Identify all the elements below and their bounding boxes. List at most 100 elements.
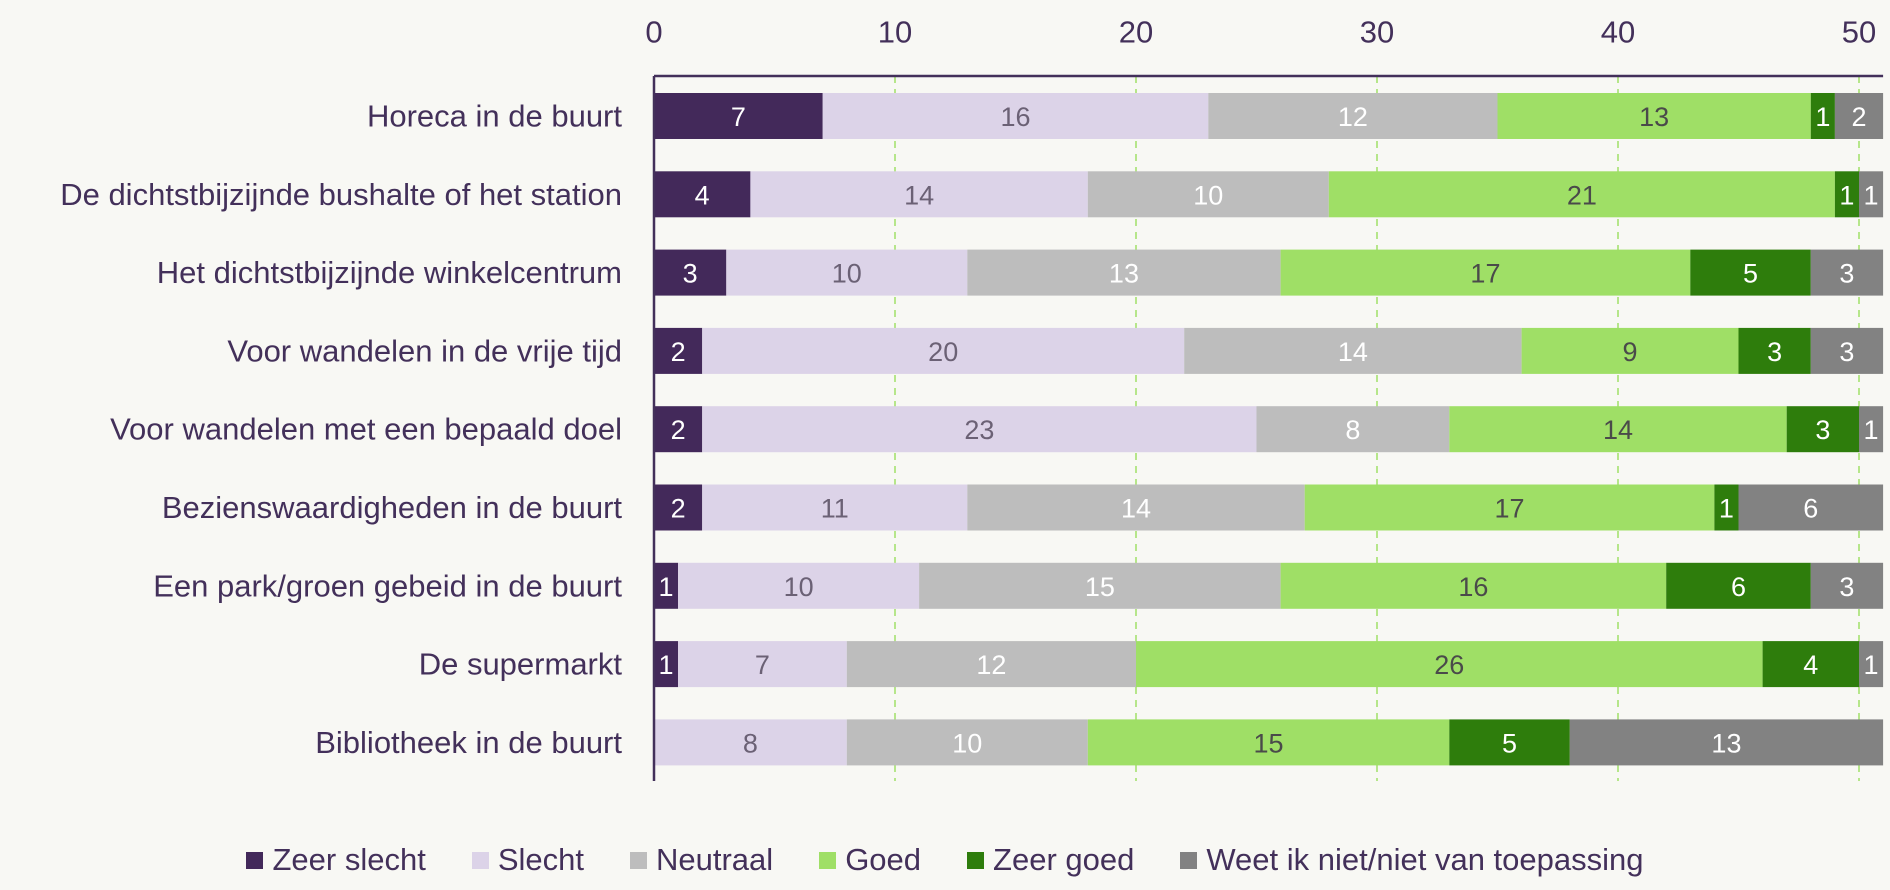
bar-segment [846,641,1136,688]
data-label: 3 [1839,337,1854,367]
category-label: De dichtstbijzijnde bushalte of het stat… [60,177,622,212]
legend-swatch [471,851,489,869]
bar-segment [654,93,823,139]
data-label: 17 [1495,494,1525,524]
data-label: 15 [1085,572,1115,602]
data-label: 2 [671,337,686,367]
legend-swatch [630,851,647,869]
data-label: 5 [1502,728,1517,758]
x-tick-label: 40 [1601,15,1635,50]
bar-segment [702,484,968,531]
bar-segment [1087,719,1450,766]
category-label: De supermarkt [419,647,623,682]
bar-segment [654,406,703,453]
data-label: 4 [1803,650,1818,680]
data-label: 1 [1815,102,1830,132]
x-tick-label: 30 [1360,15,1394,50]
bar-segment [1087,171,1329,218]
bar-segment [1762,641,1859,688]
bar-segment [1280,562,1667,609]
bar-segment [1304,484,1715,531]
bar-segment [1666,562,1811,609]
data-label: 9 [1623,337,1638,367]
x-tick-label: 20 [1119,15,1153,50]
bar-segment [1569,719,1884,766]
x-tick-label: 50 [1842,15,1876,50]
data-label: 12 [1338,102,1368,132]
bar-segment [967,249,1281,296]
data-label: 21 [1567,180,1597,210]
bar-segment [1449,406,1787,453]
data-label: 1 [1864,180,1879,210]
bar-segment [1810,562,1884,609]
category-label: Voor wandelen met een bepaald doel [110,412,622,447]
data-label: 2 [1851,102,1866,132]
data-label: 1 [1839,180,1854,210]
data-label: 14 [1603,415,1633,445]
bar-segment [1449,719,1570,766]
data-label: 13 [1711,728,1741,758]
data-label: 5 [1743,259,1758,289]
data-label: 14 [904,180,934,210]
data-label: 1 [1719,494,1734,524]
data-label: 14 [1121,494,1151,524]
bar-segment [1256,406,1450,453]
legend-swatch [967,851,985,869]
legend-item: Zeer goed [967,842,1134,878]
data-label: 8 [743,728,758,758]
legend-item: Slecht [471,842,584,878]
data-label: 10 [952,728,982,758]
legend-label: Weet ik niet/niet van toepassing [1206,842,1644,877]
legend-label: Goed [845,842,922,877]
bar-segment [822,93,1209,139]
bar-segment [1497,93,1811,139]
bar-segment [1786,406,1859,453]
legend-swatch [1180,851,1198,869]
data-label: 6 [1731,572,1746,602]
bar-segment [1810,327,1884,374]
data-label: 2 [671,415,686,445]
bar-segment [1859,406,1884,453]
category-label: Bibliotheek in de buurt [315,725,622,760]
bar-segment [1521,327,1739,374]
x-tick-label: 10 [878,15,912,50]
category-label: Het dichtstbijzijnde winkelcentrum [157,255,622,290]
legend-label: Neutraal [656,842,774,877]
data-label: 1 [1864,650,1879,680]
data-label: 13 [1109,259,1139,289]
bar-segment [654,249,727,296]
category-label: Bezienswaardigheden in de buurt [162,490,623,525]
legend-item: Weet ik niet/niet van toepassing [1180,842,1644,878]
bar-segment [1328,171,1835,218]
data-label: 1 [1864,415,1879,445]
legend-label: Zeer goed [993,842,1135,877]
bar-segment [1280,249,1691,296]
bar-segment [654,641,679,688]
data-label: 16 [1000,102,1030,132]
data-label: 16 [1458,572,1488,602]
legend-item: Neutraal [630,842,773,878]
bar-segment [1810,249,1884,296]
data-label: 3 [683,259,698,289]
category-label: Voor wandelen in de vrije tijd [227,333,622,368]
data-label: 10 [1193,180,1223,210]
data-label: 10 [784,572,814,602]
legend-label: Slecht [497,842,584,877]
x-tick-label: 0 [645,15,662,50]
data-label: 6 [1803,494,1818,524]
data-label: 4 [695,180,710,210]
data-label: 1 [659,650,674,680]
data-label: 17 [1470,259,1500,289]
data-label: 3 [1815,415,1830,445]
data-label: 3 [1839,259,1854,289]
data-label: 8 [1345,415,1360,445]
data-label: 10 [832,259,862,289]
bar-segment [654,327,703,374]
bar-segment [1834,93,1884,139]
data-label: 23 [964,415,994,445]
bar-segment [846,719,1088,766]
bar-segment [1136,641,1763,688]
legend: Zeer slecht Slecht Neutraal Goed Zeer goed We… [0,838,1890,882]
data-label: 14 [1338,337,1368,367]
